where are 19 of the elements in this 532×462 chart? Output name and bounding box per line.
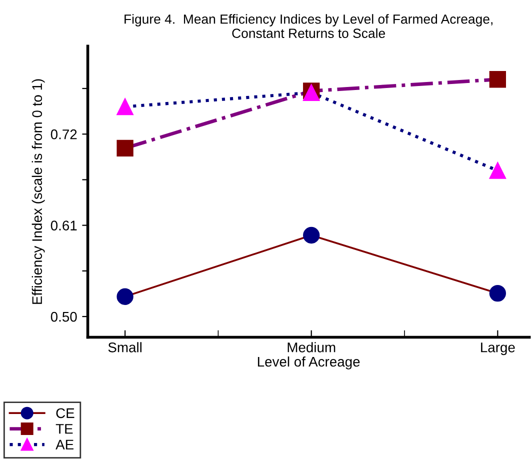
chart-title: Figure 4. Mean Efficiency Indices by Level of Farmed Acreage, Constant Returns to Scale <box>124 14 492 38</box>
y-tick-label: 0.72 <box>50 129 77 140</box>
legend-label: TE <box>56 424 73 434</box>
x-tick-label: Medium <box>288 342 336 352</box>
point <box>116 140 134 157</box>
x-tick-label: Small <box>108 342 142 352</box>
point <box>303 226 320 244</box>
y-axis-title: Efficiency Index (scale is from 0 to 1) <box>32 79 45 304</box>
point <box>116 288 134 305</box>
legend-label: AE <box>56 440 74 450</box>
point <box>116 98 134 116</box>
y-tick-label: 0.50 <box>50 312 77 322</box>
x-tick-label: Large <box>481 342 515 356</box>
point <box>489 284 506 302</box>
point <box>489 162 506 179</box>
point <box>489 71 506 88</box>
x-axis-title: Level of Acreage <box>258 356 360 370</box>
legend-label: CE <box>56 408 74 418</box>
y-tick-label: 0.61 <box>50 220 77 230</box>
